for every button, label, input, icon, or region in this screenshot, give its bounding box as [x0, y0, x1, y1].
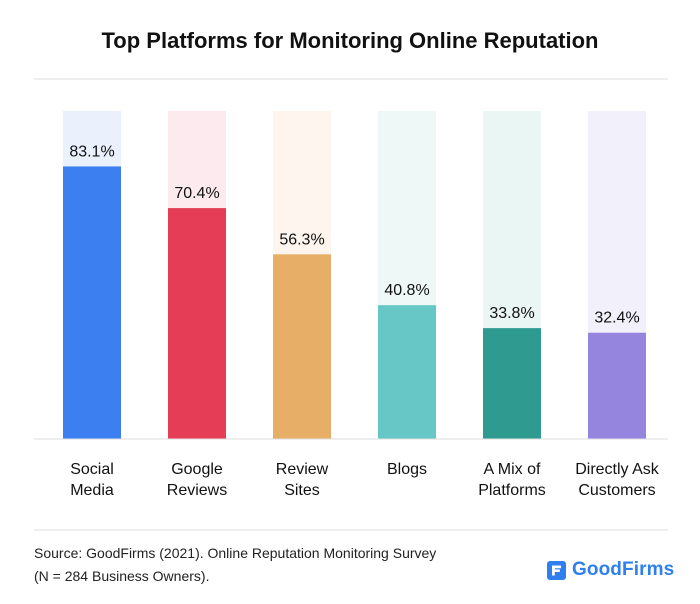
data-label: 83.1%: [69, 143, 114, 160]
data-label: 33.8%: [489, 305, 534, 322]
bar: [168, 208, 226, 439]
logo-text: GoodFirms: [572, 559, 675, 580]
bar: [588, 332, 646, 439]
goodfirms-logo: GoodFirms: [547, 558, 674, 582]
category-label: Review: [276, 461, 329, 478]
data-label: 32.4%: [594, 310, 639, 327]
category-label: Customers: [578, 482, 655, 499]
data-label: 56.3%: [279, 231, 324, 248]
category-label: Google: [171, 461, 223, 478]
source-note: Source: GoodFirms (2021). Online Reputat…: [34, 542, 504, 588]
category-label: Social: [70, 461, 114, 478]
data-label: 70.4%: [174, 185, 219, 202]
category-label: A Mix of: [484, 461, 541, 478]
chart-title: Top Platforms for Monitoring Online Repu…: [102, 28, 599, 53]
category-label: Directly Ask: [575, 461, 660, 478]
labels-layer: 83.1% Social Media 70.4% Google Reviews 56.3% R…: [69, 143, 659, 499]
bar: [273, 254, 331, 439]
bar: [63, 166, 121, 439]
category-label: Reviews: [167, 482, 227, 499]
category-label: Sites: [284, 482, 320, 499]
goodfirms-logo-icon: [547, 560, 566, 580]
category-label: Blogs: [387, 461, 427, 478]
bar: [378, 305, 436, 439]
data-label: 40.8%: [384, 282, 429, 299]
category-label: Media: [70, 482, 114, 499]
category-label: Platforms: [478, 482, 546, 499]
source-line-2: (N = 284 Business Owners).: [34, 568, 210, 584]
bars-layer: [63, 111, 646, 439]
bar: [483, 328, 541, 439]
source-line-1: Source: GoodFirms (2021). Online Reputat…: [34, 545, 437, 561]
